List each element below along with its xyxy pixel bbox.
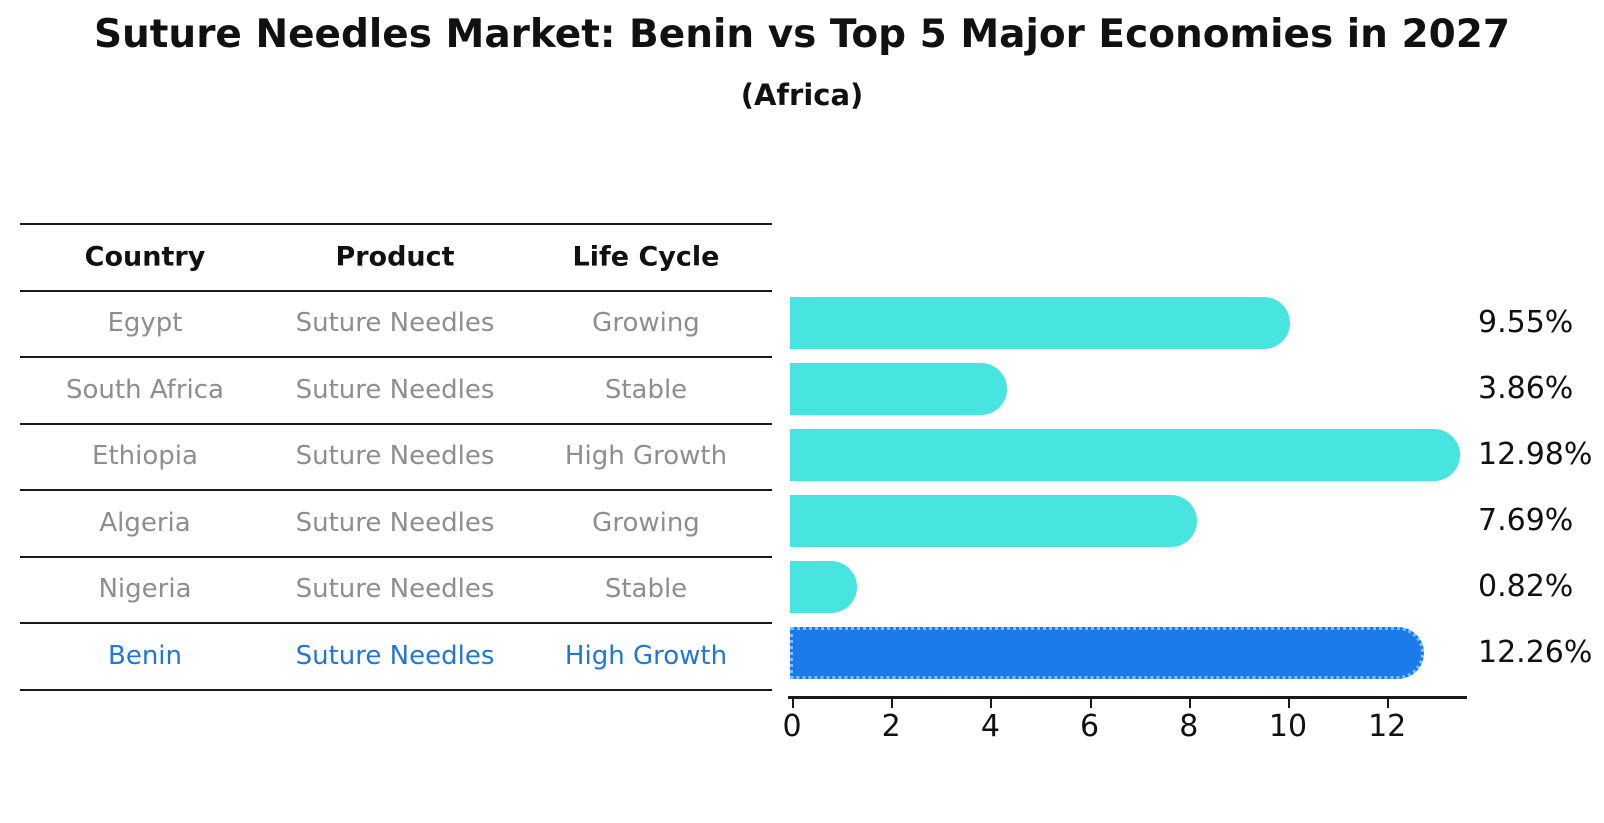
table-row-benin: Benin Suture Needles High Growth (20, 622, 772, 689)
chart-title: Suture Needles Market: Benin vs Top 5 Ma… (93, 12, 1511, 57)
x-tick-mark (1188, 698, 1191, 708)
table-row-benin-cell-0: Benin (107, 640, 182, 671)
data-table: Country Product Life Cycle Egypt Suture Need… (20, 223, 772, 691)
table-row-nigeria-cell-0: Nigeria (98, 574, 192, 604)
table-row-ethiopia-cell-1: Suture Needles (295, 441, 495, 471)
table-row-algeria-cell-0: Algeria (99, 507, 191, 538)
table-divider-line (20, 556, 772, 558)
table-row-nigeria-cell-1: Suture Needles (295, 574, 495, 604)
table-divider-line (20, 689, 772, 691)
bar-ethiopia (790, 429, 1460, 481)
table-row-egypt-cell-2: Growing (592, 308, 700, 338)
x-tick-label: 0 (782, 709, 802, 744)
value-label-benin: 12.26% (1478, 635, 1593, 670)
x-tick-label: 8 (1179, 709, 1199, 744)
x-tick-label: 2 (881, 709, 901, 744)
bar-nigeria (790, 561, 857, 613)
table-row-ethiopia-cell-2: High Growth (564, 441, 728, 471)
table-row-algeria-cell-2: Growing (592, 507, 700, 538)
table-row-benin-cell-1: Suture Needles (295, 640, 495, 671)
x-tick-mark (990, 698, 993, 708)
table-row-ethiopia: Ethiopia Suture Needles High Growth (20, 423, 772, 489)
table-divider-line (20, 423, 772, 425)
bar-egypt (790, 297, 1290, 349)
table-divider-line (20, 489, 772, 491)
x-tick-mark (792, 698, 794, 708)
table-row-ethiopia-cell-0: Ethiopia (92, 441, 198, 471)
table-header-row-cell-0: Country (84, 241, 206, 272)
table-row-south-africa: South Africa Suture Needles Stable (20, 356, 772, 423)
x-tick-mark (891, 698, 894, 708)
chart-subtitle: (Africa) (740, 78, 864, 112)
value-label-ethiopia: 12.98% (1478, 437, 1593, 472)
value-label-nigeria: 0.82% (1478, 569, 1574, 604)
table-row-nigeria-cell-2: Stable (604, 574, 688, 604)
table-header-row-cell-2: Life Cycle (572, 241, 720, 272)
table-row-egypt: Egypt Suture Needles Growing (20, 290, 772, 356)
bar-south-africa (790, 363, 1007, 415)
value-label-egypt: 9.55% (1478, 305, 1574, 340)
table-row-egypt-cell-0: Egypt (107, 308, 183, 338)
value-label-algeria: 7.69% (1478, 503, 1574, 538)
table-row-algeria-cell-1: Suture Needles (295, 507, 495, 538)
x-tick-mark (1387, 698, 1390, 708)
bar-algeria (790, 495, 1197, 547)
table-row-south-africa-cell-2: Stable (604, 374, 688, 405)
value-label-south-africa: 3.86% (1478, 371, 1574, 406)
table-row-algeria: Algeria Suture Needles Growing (20, 489, 772, 556)
x-tick-label: 10 (1268, 709, 1308, 744)
x-tick-mark (1089, 698, 1092, 708)
table-header-row: Country Product Life Cycle (20, 223, 772, 290)
table-row-egypt-cell-1: Suture Needles (295, 308, 495, 338)
table-divider-line (20, 290, 772, 292)
bar-benin (790, 627, 1424, 679)
table-row-benin-cell-2: High Growth (564, 640, 728, 671)
table-divider-line (20, 356, 772, 358)
table-header-row-cell-1: Product (335, 241, 455, 272)
x-tick-label: 6 (1080, 709, 1100, 744)
table-divider-line (20, 223, 772, 225)
x-tick-label: 12 (1368, 709, 1407, 744)
x-tick-mark (1288, 698, 1290, 708)
table-row-south-africa-cell-1: Suture Needles (295, 374, 495, 405)
x-axis-line (788, 696, 1467, 699)
x-tick-label: 4 (980, 709, 1000, 744)
table-row-nigeria: Nigeria Suture Needles Stable (20, 556, 772, 622)
table-row-south-africa-cell-0: South Africa (66, 374, 224, 405)
table-divider-line (20, 622, 772, 624)
